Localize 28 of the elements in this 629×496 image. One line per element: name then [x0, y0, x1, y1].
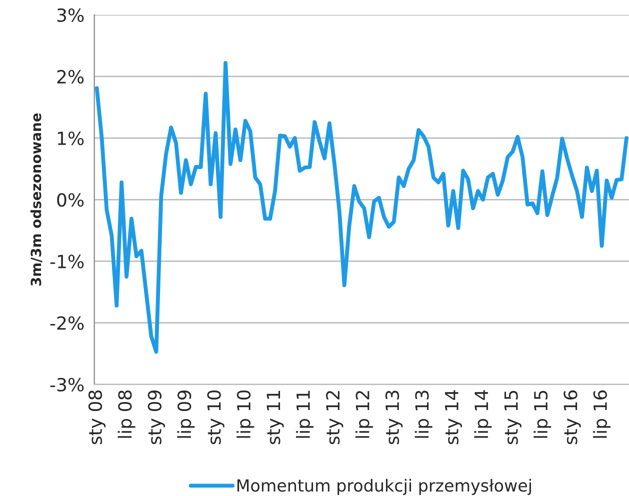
x-tick-label: lip 08 [118, 390, 136, 438]
y-axis-title: 3m/3m odsezonowane [30, 113, 42, 286]
x-tick-label: lip 10 [236, 390, 254, 438]
line-series [94, 60, 628, 354]
y-tick-label: 0% [57, 193, 84, 207]
x-tick-label: lip 14 [474, 390, 492, 438]
x-tick-label: sty 13 [385, 390, 403, 444]
x-tick-label: sty 11 [266, 390, 284, 444]
x-tick-label: sty 10 [207, 390, 224, 444]
x-tick-label: sty 12 [326, 391, 344, 444]
x-tick-label: sty 08 [88, 390, 106, 444]
x-tick-label: lip 16 [593, 390, 611, 438]
x-tick-label: lip 09 [177, 390, 195, 438]
x-tick-label: sty 16 [564, 390, 581, 444]
x-tick-label: lip 11 [296, 390, 314, 438]
y-tick-label: -1% [50, 254, 84, 268]
y-tick-label: 2% [57, 70, 84, 84]
x-tick-label: lip 12 [355, 391, 373, 438]
y-tick-label: -2% [50, 316, 84, 330]
x-tick-label: sty 15 [504, 390, 522, 444]
y-tick-label: 1% [58, 132, 84, 146]
y-tick-label: 3% [57, 8, 84, 22]
x-tick-label: lip 13 [414, 390, 432, 438]
x-tick-label: sty 09 [148, 390, 165, 444]
x-tick-label: sty 14 [445, 390, 462, 444]
legend-label: Momentum produkcji przemysłowej [237, 478, 531, 495]
x-tick-label: lip 15 [534, 390, 552, 438]
y-tick-label: -3% [50, 378, 84, 392]
